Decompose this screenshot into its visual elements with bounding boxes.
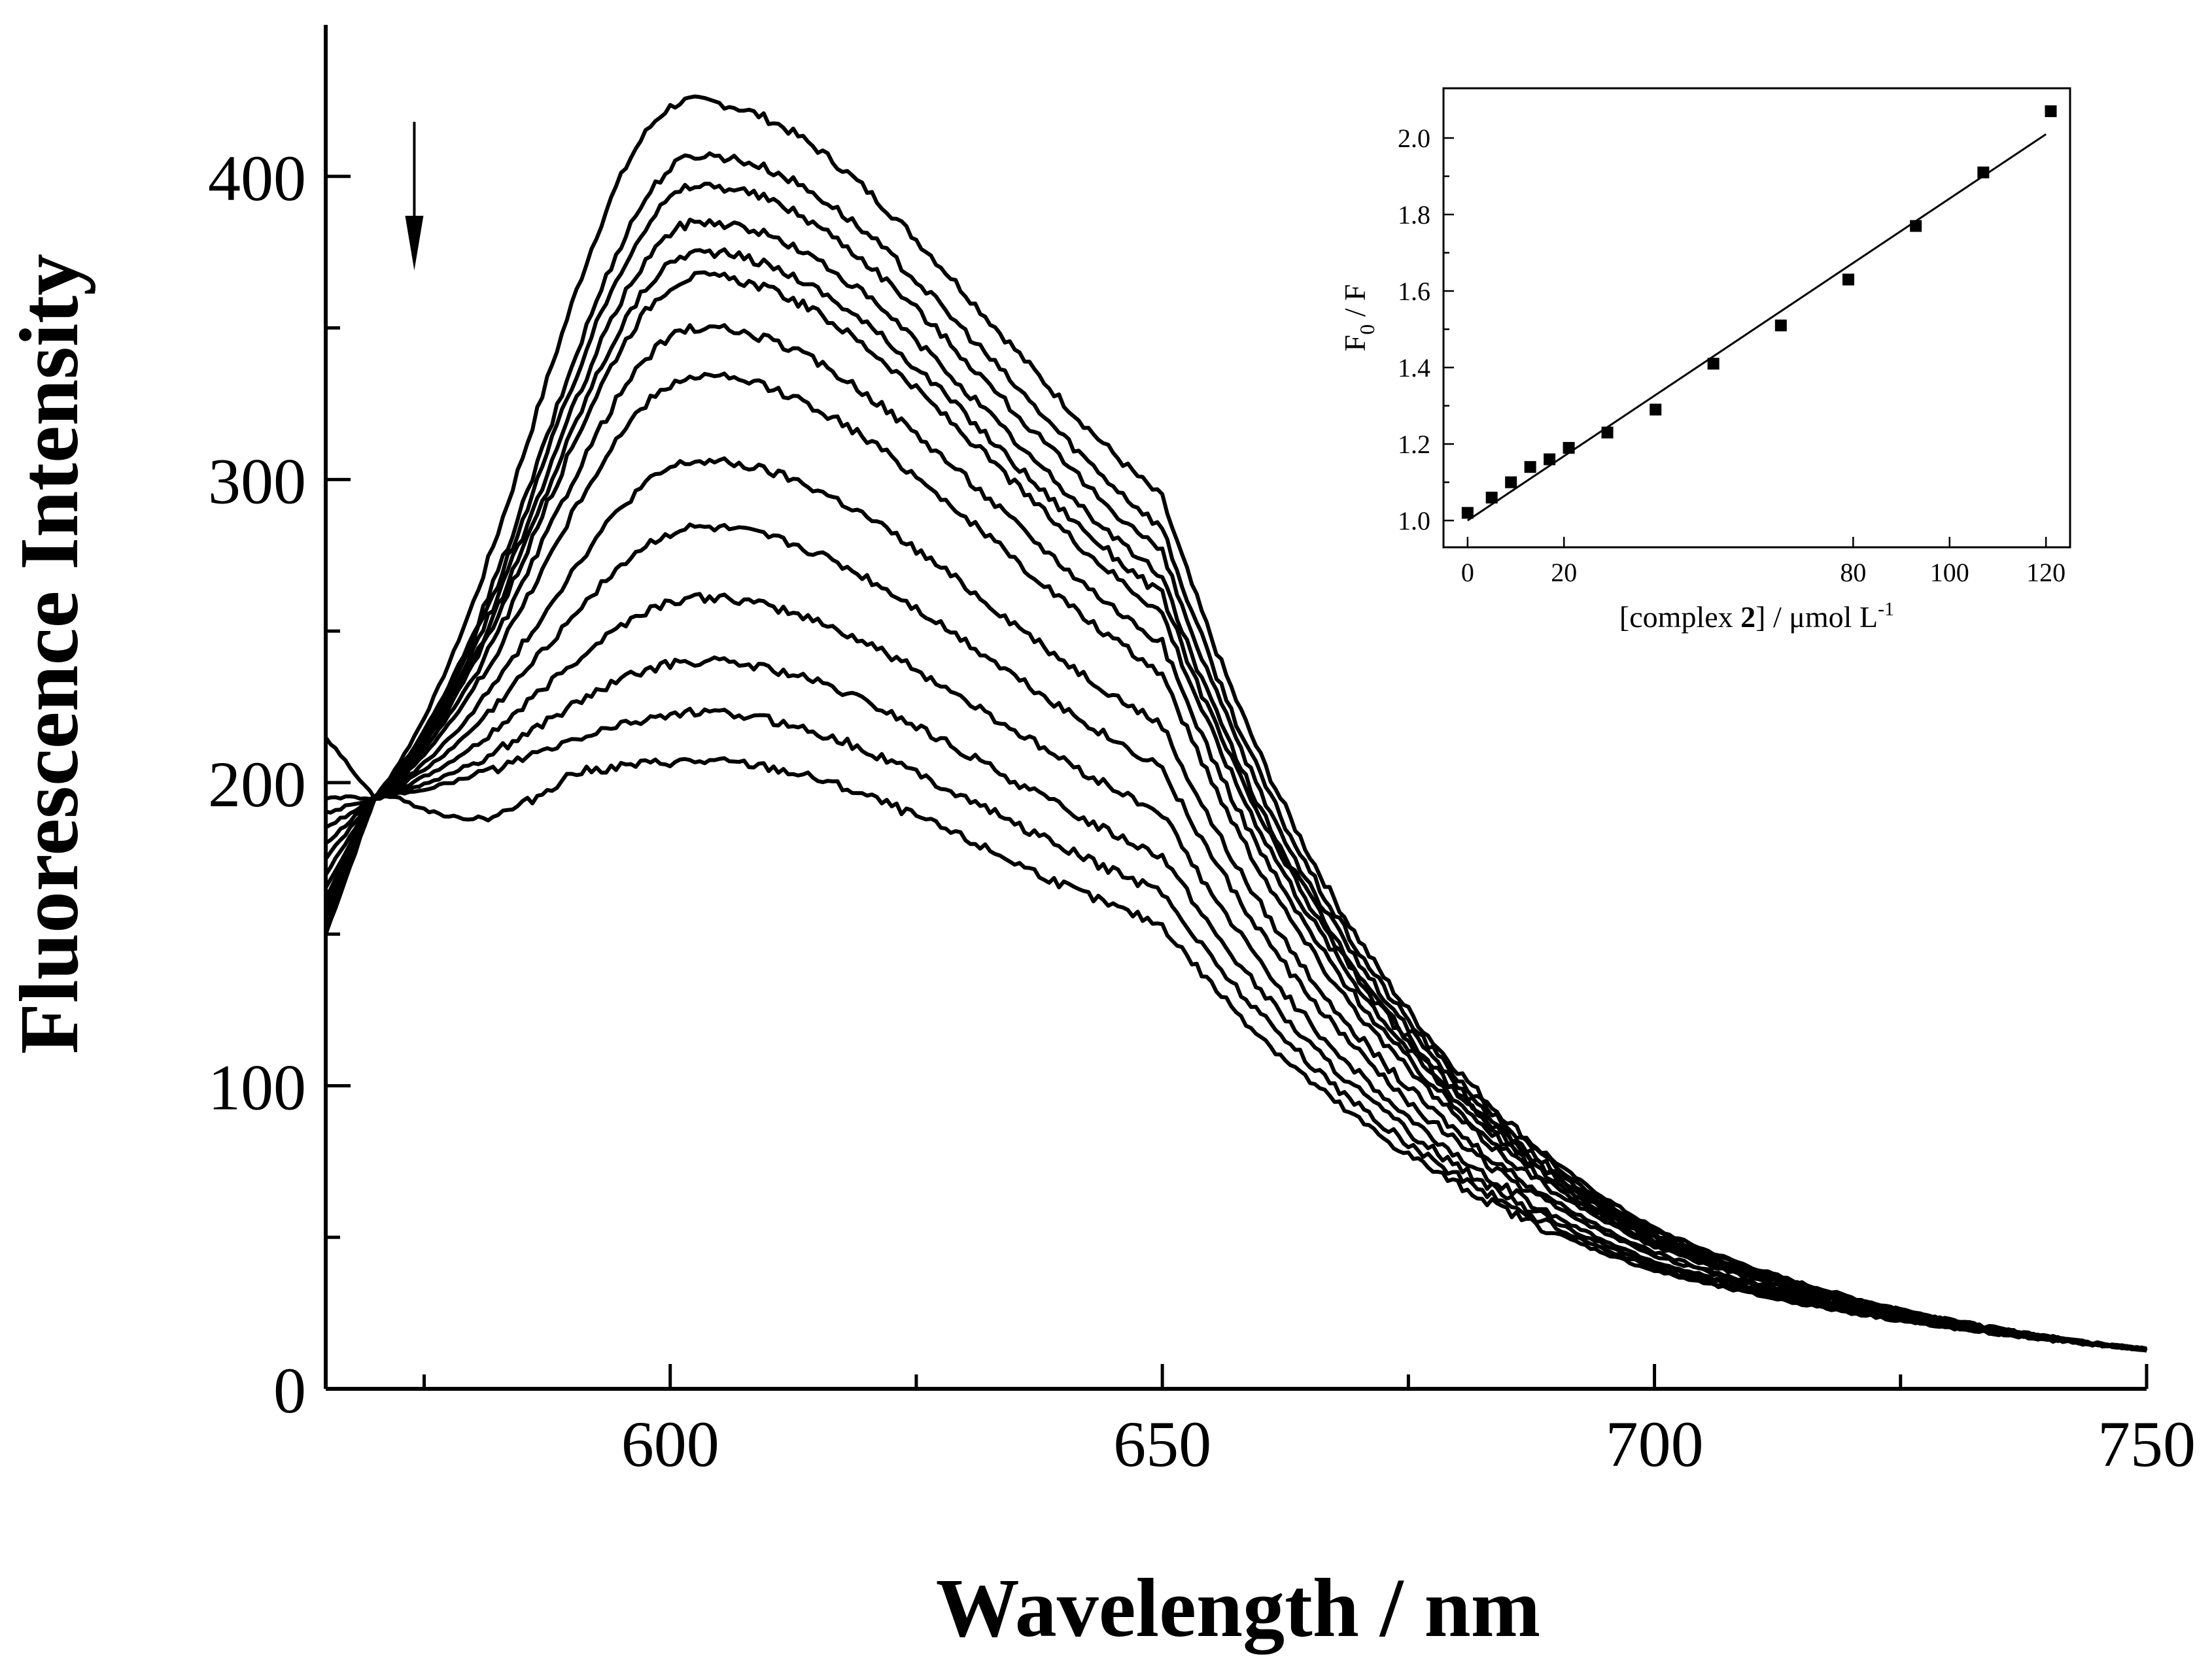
- inset-data-point: [1544, 453, 1556, 466]
- inset-data-point: [1563, 441, 1575, 454]
- inset-ylabel-suffix: / F: [1338, 284, 1372, 324]
- inset-fit-line: [1467, 133, 2047, 522]
- inset-xlabel-prefix: [complex: [1619, 600, 1740, 634]
- x-tick-label-700: 700: [1606, 1408, 1704, 1480]
- inset-xlabel-sup: -1: [1878, 598, 1894, 620]
- inset-y-tick-label-1.4: 1.4: [1398, 353, 1430, 383]
- inset-data-point: [1650, 403, 1662, 416]
- inset-x-tick-label-120: 120: [2026, 558, 2065, 587]
- inset-x-tick-label-80: 80: [1840, 558, 1866, 587]
- inset-y-tick-label-1.0: 1.0: [1398, 506, 1430, 536]
- spectrum-c10: [324, 522, 2148, 1353]
- x-tick-label-600: 600: [621, 1408, 719, 1480]
- inset-y-tick-label-2.0: 2.0: [1398, 124, 1430, 153]
- inset-data-point: [1485, 491, 1498, 503]
- inset-y-tick-label-1.6: 1.6: [1398, 277, 1430, 306]
- inset-x-tick-label-100: 100: [1930, 558, 1969, 587]
- x-tick-label-650: 650: [1113, 1408, 1211, 1480]
- inset-data-point: [1524, 461, 1536, 473]
- arrow-head: [405, 216, 424, 271]
- inset-ylabel-main: F: [1338, 335, 1372, 352]
- inset-data-point: [2045, 105, 2057, 118]
- y-axis-label: Fluorescence Intensity: [3, 254, 95, 1054]
- inset-data-point: [1505, 476, 1517, 488]
- inset-data-point: [1910, 220, 1922, 232]
- inset-x-axis-label: [complex 2] / μmol L-1: [1619, 598, 1894, 634]
- inset-x-tick-label-0: 0: [1461, 558, 1474, 587]
- y-tick-label-400: 400: [208, 142, 306, 214]
- inset-data-point: [1601, 426, 1614, 439]
- inset-x-tick-label-20: 20: [1551, 558, 1577, 587]
- inset-ylabel-sub: 0: [1355, 324, 1379, 335]
- x-tick-label-750: 750: [2098, 1408, 2196, 1480]
- inset-y-axis-label: F0 / F: [1338, 284, 1379, 352]
- spectrum-c14: [324, 736, 2147, 1352]
- inset-data-point: [1707, 358, 1719, 370]
- inset-y-tick-label-1.2: 1.2: [1398, 430, 1430, 459]
- inset-data-point: [1774, 319, 1787, 332]
- x-axis-label: Wavelength / nm: [936, 1561, 1541, 1654]
- spectrum-c8: [324, 371, 2148, 1352]
- spectrum-c1: [324, 94, 2147, 1353]
- inset-frame: [1442, 87, 2071, 549]
- y-tick-label-0: 0: [273, 1354, 306, 1427]
- spectrum-c11: [324, 592, 2147, 1352]
- inset-xlabel-suffix: ] / μmol L: [1755, 600, 1878, 634]
- spectrum-c6: [324, 270, 2147, 1352]
- inset-data-point: [1842, 273, 1855, 286]
- inset-data-point: [1977, 166, 1990, 179]
- inset-data-point: [1461, 507, 1474, 519]
- y-tick-label-100: 100: [208, 1051, 306, 1123]
- y-tick-label-300: 300: [208, 445, 306, 517]
- inset-y-tick-label-1.8: 1.8: [1398, 200, 1430, 230]
- y-tick-label-200: 200: [208, 748, 306, 821]
- spectrum-c13: [325, 706, 2148, 1353]
- inset-xlabel-bold: 2: [1740, 600, 1755, 634]
